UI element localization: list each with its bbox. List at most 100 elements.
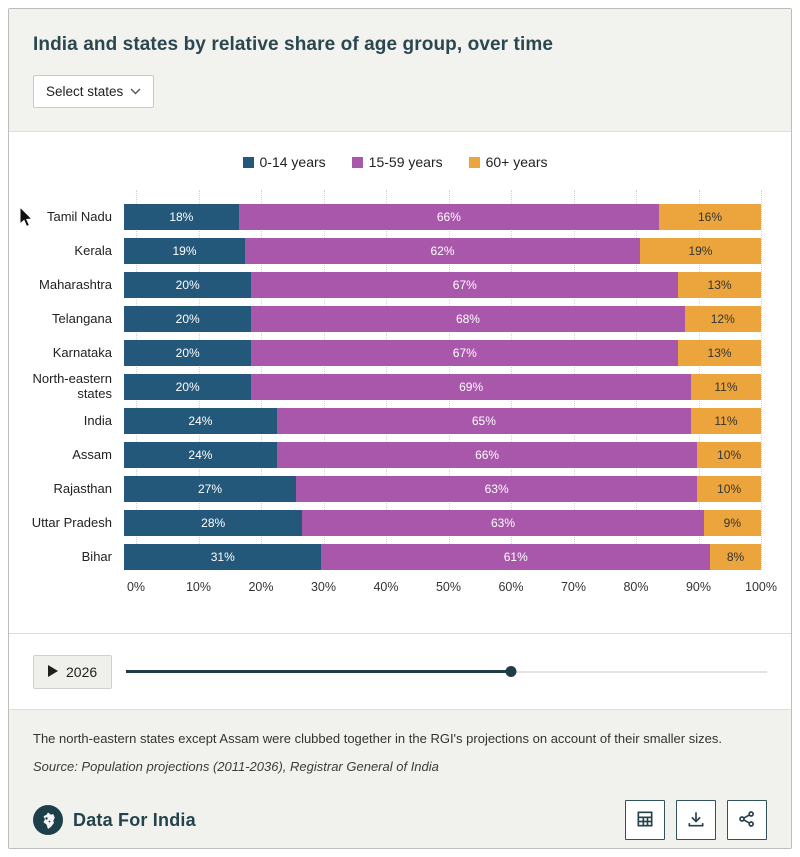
- bar-segment[interactable]: 20%: [124, 340, 252, 366]
- bar-segment[interactable]: 63%: [295, 476, 698, 502]
- legend-item: 15-59 years: [351, 154, 443, 170]
- bar-segment[interactable]: 67%: [251, 272, 679, 298]
- x-axis-tick: 60%: [498, 580, 524, 594]
- bar-segment[interactable]: 27%: [124, 476, 296, 502]
- chart-row: Tamil Nadu 18% 66% 16%: [29, 204, 761, 230]
- stacked-bar: 28% 63% 9%: [124, 510, 761, 536]
- chart-row: Assam 24% 66% 10%: [29, 442, 761, 468]
- category-label: North-eastern states: [32, 371, 112, 401]
- chart-legend: 0-14 years 15-59 years 60+ years: [29, 154, 761, 170]
- download-button[interactable]: [676, 800, 716, 840]
- stacked-bar: 27% 63% 10%: [124, 476, 761, 502]
- x-axis-tick: 10%: [185, 580, 212, 594]
- stacked-bar: 20% 69% 11%: [124, 374, 761, 400]
- bar-segment[interactable]: 11%: [690, 408, 761, 434]
- bar-segment[interactable]: 10%: [697, 476, 761, 502]
- bar-segment[interactable]: 12%: [684, 306, 761, 332]
- chart-row: Kerala 19% 62% 19%: [29, 238, 761, 264]
- data-for-india-widget: India and states by relative share of ag…: [8, 8, 792, 849]
- legend-swatch-icon: [242, 156, 254, 168]
- bar-segment[interactable]: 18%: [124, 204, 239, 230]
- table-icon: [635, 809, 655, 832]
- bar-segment[interactable]: 67%: [251, 340, 679, 366]
- table-view-button[interactable]: [625, 800, 665, 840]
- bar-segment[interactable]: 9%: [703, 510, 761, 536]
- bar-segment[interactable]: 66%: [238, 204, 660, 230]
- bar-segment[interactable]: 20%: [124, 306, 252, 332]
- bar-segment[interactable]: 16%: [659, 204, 761, 230]
- brand-row: Data For India: [33, 800, 767, 840]
- bar-segment[interactable]: 62%: [245, 238, 640, 264]
- bar-segment[interactable]: 24%: [124, 408, 277, 434]
- bar-segment[interactable]: 20%: [124, 272, 252, 298]
- bar-segment[interactable]: 68%: [251, 306, 685, 332]
- bar-segment[interactable]: 19%: [639, 238, 761, 264]
- x-axis-tick: 80%: [623, 580, 649, 594]
- category-label: Maharashtra: [39, 276, 112, 292]
- bar-segment[interactable]: 65%: [276, 408, 691, 434]
- stacked-bar: 18% 66% 16%: [124, 204, 761, 230]
- bar-segment[interactable]: 13%: [678, 340, 761, 366]
- x-axis-tick: 100%: [745, 580, 777, 594]
- legend-swatch-icon: [468, 156, 480, 168]
- legend-label: 0-14 years: [259, 154, 326, 170]
- bar-segment[interactable]: 13%: [678, 272, 761, 298]
- legend-item: 0-14 years: [242, 154, 326, 170]
- legend-label: 60+ years: [485, 154, 548, 170]
- stacked-bar: 20% 68% 12%: [124, 306, 761, 332]
- chart-row: Karnataka 20% 67% 13%: [29, 340, 761, 366]
- slider-handle[interactable]: [505, 665, 517, 677]
- category-label: India: [83, 412, 112, 428]
- share-button[interactable]: [727, 800, 767, 840]
- play-button[interactable]: 2026: [33, 654, 113, 689]
- bar-segment[interactable]: 20%: [124, 374, 252, 400]
- bar-segment[interactable]: 31%: [124, 544, 322, 570]
- year-label: 2026: [66, 663, 98, 680]
- chart-row: India 24% 65% 11%: [29, 408, 761, 434]
- download-icon: [686, 809, 706, 832]
- footnote: The north-eastern states except Assam we…: [33, 731, 722, 746]
- chevron-down-icon: [130, 88, 141, 95]
- stacked-bar: 20% 67% 13%: [124, 340, 761, 366]
- bar-segment[interactable]: 11%: [690, 374, 761, 400]
- bar-segment[interactable]: 10%: [697, 442, 761, 468]
- x-axis: 0% 10% 20% 30% 40% 50% 60% 70% 80% 90% 100%: [127, 570, 777, 600]
- brand-name: Data For India: [73, 809, 196, 830]
- x-axis-tick: 40%: [373, 580, 399, 594]
- chart-row: Maharashtra 20% 67% 13%: [29, 272, 761, 298]
- chart-row: North-eastern states 20% 69% 11%: [29, 371, 761, 401]
- bar-segment[interactable]: 28%: [124, 510, 303, 536]
- legend-swatch-icon: [351, 156, 363, 168]
- bar-segment[interactable]: 8%: [710, 544, 761, 570]
- bar-segment[interactable]: 19%: [124, 238, 246, 264]
- category-label: Rajasthan: [53, 480, 112, 496]
- category-label: Assam: [72, 446, 112, 462]
- stacked-bar: 19% 62% 19%: [124, 238, 761, 264]
- stacked-bar: 24% 65% 11%: [124, 408, 761, 434]
- chart-section: 0-14 years 15-59 years 60+ years Tamil Nad…: [9, 131, 791, 633]
- data-for-india-logo-icon: [33, 805, 63, 835]
- year-slider[interactable]: [126, 665, 767, 678]
- category-label: Kerala: [74, 242, 112, 258]
- page-title: India and states by relative share of ag…: [33, 34, 554, 55]
- bar-segment[interactable]: 61%: [321, 544, 711, 570]
- category-label: Uttar Pradesh: [31, 514, 112, 530]
- header: India and states by relative share of ag…: [9, 9, 791, 131]
- share-icon: [737, 809, 757, 832]
- bar-segment[interactable]: 63%: [302, 510, 704, 536]
- category-label: Tamil Nadu: [46, 208, 112, 224]
- bar-segment[interactable]: 24%: [124, 442, 277, 468]
- x-axis-tick: 20%: [248, 580, 274, 594]
- select-states-label: Select states: [46, 84, 124, 99]
- stacked-bar: 20% 67% 13%: [124, 272, 761, 298]
- stacked-bar: 31% 61% 8%: [124, 544, 761, 570]
- bar-segment[interactable]: 66%: [276, 442, 698, 468]
- legend-label: 15-59 years: [368, 154, 443, 170]
- x-axis-tick: 70%: [560, 580, 587, 594]
- category-label: Telangana: [52, 310, 112, 326]
- footer: The north-eastern states except Assam we…: [9, 709, 791, 848]
- x-axis-tick: 0%: [126, 580, 146, 594]
- chart-row: Uttar Pradesh 28% 63% 9%: [29, 510, 761, 536]
- bar-segment[interactable]: 69%: [251, 374, 691, 400]
- select-states-button[interactable]: Select states: [33, 75, 155, 108]
